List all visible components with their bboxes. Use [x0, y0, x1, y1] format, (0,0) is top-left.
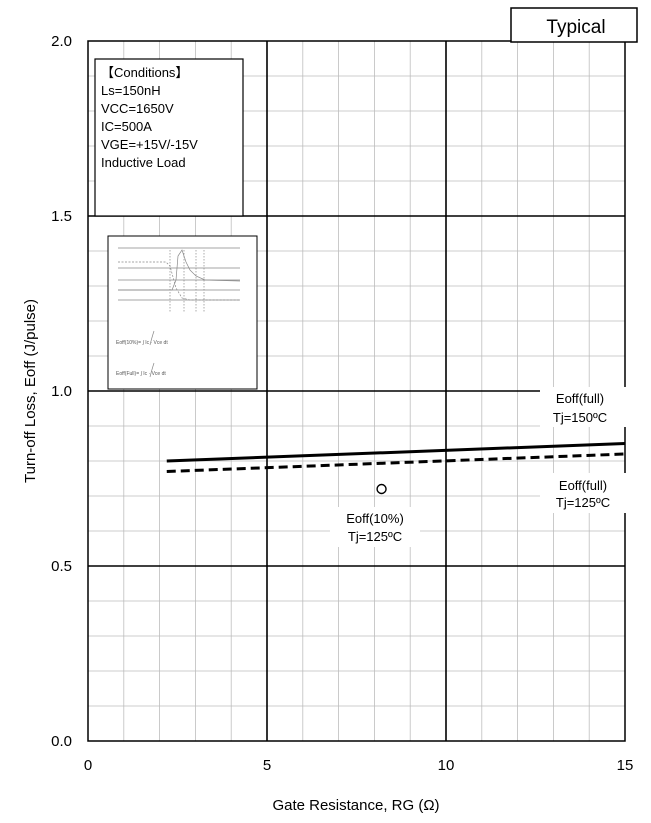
- waveform-inset: Eoff(10%)= ∫ Ic · Vce dt Eoff(Full)= ∫ I…: [107, 235, 258, 390]
- annotation-bg-10pct: [330, 507, 420, 547]
- y-tick-label: 0.5: [51, 558, 72, 575]
- y-tick-label: 1.0: [51, 383, 72, 400]
- typical-badge: Typical: [546, 17, 605, 38]
- condition-line: IC=500A: [101, 119, 152, 134]
- condition-line: VCC=1650V: [101, 101, 174, 116]
- series-125-label-line1: Eoff(full): [559, 478, 607, 493]
- series-10pct-label-line2: Tj=125ºC: [348, 529, 402, 544]
- conditions-box: [94, 58, 244, 217]
- series-125-line: [166, 452, 626, 473]
- annotation-bg-125: [540, 473, 626, 513]
- minor-grid: [88, 41, 625, 741]
- inset-formula-full: Eoff(Full)= ∫ Ic · Vce dt: [116, 371, 166, 377]
- condition-line: 【Conditions】: [101, 65, 188, 80]
- annotation-bg-150: [540, 387, 626, 427]
- inset-formula-10pct: Eoff(10%)= ∫ Ic · Vce dt: [116, 340, 168, 346]
- series-150-label-line1: Eoff(full): [556, 391, 604, 406]
- series-10pct-point: [376, 483, 387, 495]
- series-10pct-label-line1: Eoff(10%): [346, 511, 404, 526]
- x-axis-label: Gate Resistance, RG (Ω): [272, 797, 439, 814]
- series-layer: [166, 442, 626, 495]
- x-tick-label: 0: [84, 757, 92, 774]
- condition-line: VGE=+15V/-15V: [101, 137, 198, 152]
- condition-line: Inductive Load: [101, 155, 186, 170]
- series-125-label-line2: Tj=125ºC: [556, 495, 610, 510]
- y-tick-label: 1.5: [51, 208, 72, 225]
- conditions-text: 【Conditions】 Ls=150nH VCC=1650V IC=500A VGE=…: [101, 65, 198, 170]
- y-tick-label: 2.0: [51, 33, 72, 50]
- x-tick-label: 10: [438, 757, 455, 774]
- y-tick-label: 0.0: [51, 733, 72, 750]
- series-150-label-line2: Tj=150ºC: [553, 410, 607, 425]
- condition-line: Ls=150nH: [101, 83, 161, 98]
- x-tick-label: 5: [263, 757, 271, 774]
- typical-badge-box: [510, 7, 638, 43]
- series-150-line: [166, 442, 626, 463]
- x-tick-label: 15: [617, 757, 634, 774]
- y-axis-label: Turn-off Loss, Eoff (J/pulse): [22, 299, 39, 483]
- tick-labels: 0 5 10 15 0.0 0.5 1.0 1.5 2.0: [51, 33, 633, 774]
